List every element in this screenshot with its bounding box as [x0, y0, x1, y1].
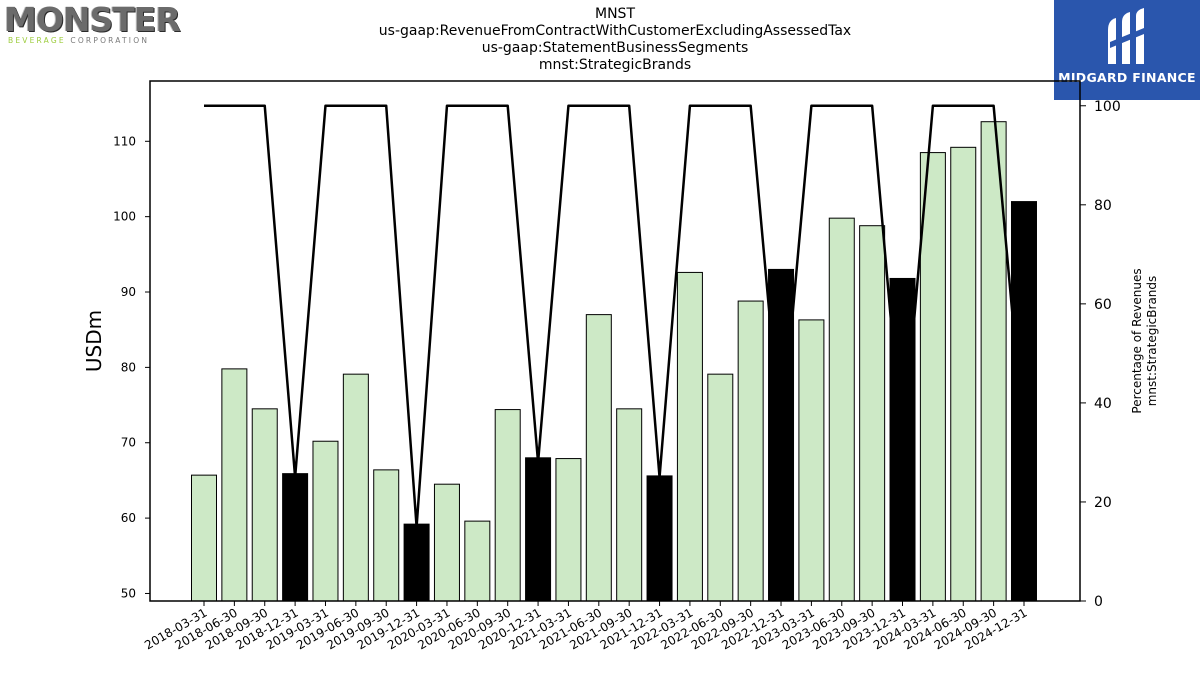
monster-logo-subtitle: BEVERAGE CORPORATION [8, 36, 150, 45]
y2-tick-label: 60 [1094, 297, 1112, 313]
bar-2022-03-31 [676, 271, 703, 602]
bar-2018-12-31 [282, 473, 309, 602]
bar-2021-12-31 [646, 475, 673, 602]
y-tick-label: 100 [113, 210, 136, 224]
bar-2022-09-30 [737, 300, 764, 602]
bar-2018-06-30 [221, 368, 248, 602]
midgard-finance-logo: MIDGARD FINANCE [1054, 0, 1200, 100]
bar-2020-03-31 [433, 483, 460, 602]
midgard-emblem-icon [1108, 8, 1144, 64]
y2-tick-label: 40 [1094, 396, 1112, 412]
chart-title-axis: us-gaap:StatementBusinessSegments [481, 40, 749, 56]
chart-title-member: mnst:StrategicBrands [538, 57, 692, 73]
bar-2021-06-30 [585, 314, 612, 602]
midgard-logo-text: MIDGARD FINANCE [1058, 70, 1196, 85]
bar-2019-03-31 [312, 440, 339, 602]
y-tick-label: 60 [121, 511, 136, 525]
y-tick-label: 110 [113, 134, 136, 148]
y2-axis-label-line1: Percentage of Revenues [1130, 268, 1144, 413]
y2-tick-label: 20 [1094, 495, 1112, 511]
bar-2019-09-30 [373, 469, 400, 602]
bar-2021-03-31 [555, 458, 582, 602]
y-axis-label: USDm [82, 310, 106, 372]
chart-title-ticker: MNST [595, 6, 635, 22]
bar-2021-09-30 [616, 408, 643, 602]
bar-2018-03-31 [191, 474, 217, 602]
chart-title-block: MNST us-gaap:RevenueFromContractWithCust… [0, 6, 1200, 74]
chart-title-metric: us-gaap:RevenueFromContractWithCustomerE… [378, 23, 852, 39]
y-tick-label: 50 [121, 586, 136, 600]
bar-2024-06-30 [950, 146, 977, 602]
bar-2023-03-31 [798, 319, 825, 602]
bar-2024-12-31 [1010, 201, 1037, 602]
y-tick-label: 90 [121, 285, 136, 299]
plot-frame [149, 80, 1081, 602]
monster-logo: MONSTER BEVERAGE CORPORATION [4, 0, 181, 46]
y2-tick-label: 0 [1094, 594, 1103, 610]
y-tick-label: 70 [121, 436, 136, 450]
bar-2022-06-30 [707, 373, 734, 602]
monster-logo-wordmark: MONSTER [4, 0, 181, 39]
bar-2020-06-30 [464, 520, 491, 602]
bar-2020-09-30 [494, 409, 521, 602]
y2-tick-label: 80 [1094, 198, 1112, 214]
y2-axis-label-line2: mnst:StrategicBrands [1145, 276, 1159, 407]
bar-2020-12-31 [525, 457, 552, 602]
bar-2023-06-30 [828, 217, 855, 602]
y-tick-label: 80 [121, 360, 136, 374]
y2-tick-label: 100 [1094, 99, 1121, 115]
bar-2019-12-31 [403, 523, 430, 602]
bar-2023-09-30 [859, 225, 886, 602]
bar-2019-06-30 [342, 373, 369, 602]
percentage-line [204, 104, 1026, 528]
bar-2018-09-30 [251, 408, 278, 602]
